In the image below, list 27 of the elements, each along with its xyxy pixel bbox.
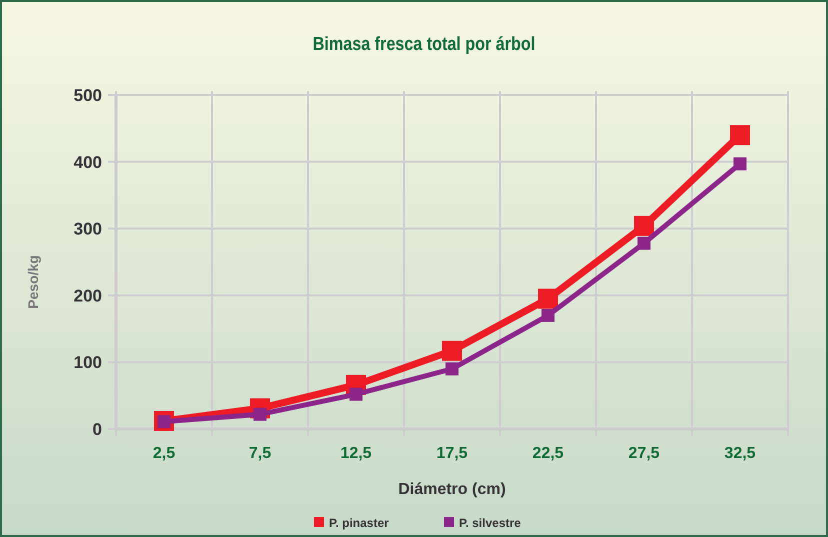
legend-label: P. pinaster [329, 516, 390, 530]
y-tick-label: 0 [92, 420, 102, 439]
x-tick-label: 2,5 [152, 445, 176, 462]
point [538, 288, 558, 309]
legend-label: P. silvestre [459, 516, 522, 530]
y-tick-label: 400 [74, 152, 102, 172]
x-axis-title: Diámetro (cm) [398, 481, 506, 498]
y-tick-label: 200 [74, 286, 102, 306]
point [350, 388, 362, 401]
chart-title: Bimasa fresca total por árbol [312, 32, 536, 54]
x-tick-label: 22,5 [532, 445, 564, 462]
x-tick-label: 7,5 [248, 445, 272, 462]
x-tick-label: 12,5 [340, 445, 372, 462]
x-tick-label: 17,5 [436, 445, 468, 462]
point [542, 308, 554, 322]
x-tick-label: 27,5 [628, 445, 660, 462]
y-tick-label: 300 [74, 220, 102, 239]
point [634, 216, 654, 236]
x-tick-label: 32,5 [724, 445, 756, 462]
point [446, 362, 458, 376]
point [638, 236, 650, 250]
y-axis-title: Peso/kg [25, 255, 41, 309]
point [734, 157, 746, 170]
point [730, 125, 750, 146]
y-tick-label: 100 [74, 353, 102, 372]
y-tick-label: 500 [74, 86, 102, 105]
point [442, 340, 462, 361]
